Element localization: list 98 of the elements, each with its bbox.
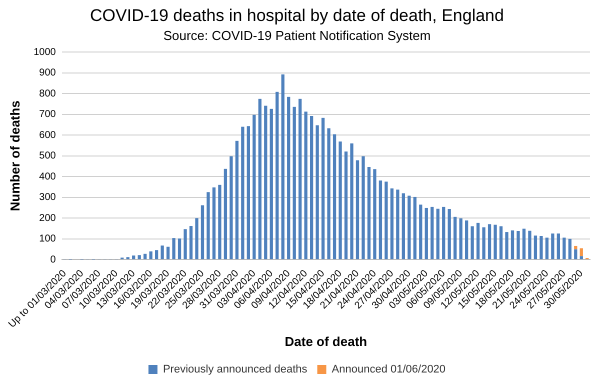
bar: [413, 196, 416, 260]
bar: [270, 108, 273, 260]
y-tick-label: 300: [39, 192, 56, 204]
bar: [408, 196, 411, 260]
bar: [499, 226, 503, 260]
y-axis-title: Number of deaths: [7, 100, 22, 212]
bar: [522, 228, 526, 260]
bar: [540, 236, 543, 260]
bar: [166, 246, 170, 260]
bar: [516, 231, 520, 260]
bar: [350, 143, 354, 260]
bar: [562, 238, 566, 260]
bar: [545, 238, 549, 260]
chart-subtitle: Source: COVID-19 Patient Notification System: [163, 28, 431, 43]
bar: [356, 160, 360, 260]
bar: [172, 238, 176, 260]
bar: [316, 125, 319, 260]
bar: [235, 140, 239, 260]
bar: [189, 226, 193, 260]
bar: [298, 98, 302, 260]
bar: [482, 227, 486, 260]
bar: [292, 106, 296, 260]
bar: [200, 205, 204, 260]
bar: [246, 126, 250, 260]
bar: [160, 246, 164, 260]
y-tick-label: 700: [39, 109, 56, 120]
chart-title: COVID-19 deaths in hospital by date of death, England: [90, 6, 504, 25]
legend-label: Previously announced deaths: [162, 364, 308, 376]
bar: [373, 169, 376, 260]
bar: [184, 229, 187, 260]
bar: [138, 255, 141, 260]
y-tick-label: 900: [39, 68, 56, 79]
bar: [476, 222, 480, 260]
bar: [464, 220, 468, 260]
bar: [488, 224, 492, 260]
bar: [264, 106, 268, 260]
bar: [574, 249, 578, 260]
bar: [327, 128, 330, 260]
legend-label: Announced 01/06/2020: [332, 364, 446, 376]
bar: [144, 254, 147, 260]
x-axis-title: Date of death: [284, 334, 368, 349]
bar: [132, 256, 136, 260]
bar: [149, 251, 152, 260]
y-tick-label: 400: [39, 171, 56, 182]
bar: [470, 226, 474, 260]
bar: [224, 168, 228, 260]
bar: [448, 208, 451, 260]
bar: [580, 248, 583, 256]
y-tick-label: 800: [39, 88, 56, 100]
bar: [304, 112, 308, 260]
bar: [212, 187, 216, 260]
bar: [551, 233, 554, 260]
bar: [287, 96, 290, 260]
bar: [402, 193, 406, 260]
bar: [230, 156, 233, 260]
bar: [362, 156, 365, 260]
bar: [459, 218, 462, 260]
y-tick-label: 600: [39, 130, 56, 141]
bar: [195, 218, 198, 260]
bar: [241, 126, 244, 260]
bar: [310, 116, 314, 260]
bar: [568, 238, 572, 260]
bar: [367, 167, 371, 260]
bar: [436, 208, 440, 260]
bar: [252, 114, 256, 260]
y-tick-label: 100: [39, 234, 56, 245]
y-tick-label: 0: [50, 254, 56, 266]
bar: [510, 230, 514, 260]
bar: [276, 92, 279, 260]
bar: [424, 208, 428, 260]
bar: [556, 233, 560, 260]
bar: [534, 236, 538, 260]
bar: [528, 230, 532, 260]
bar: [378, 180, 382, 260]
bar: [442, 206, 446, 260]
bar: [419, 204, 422, 260]
bar: [580, 256, 583, 260]
bar: [281, 74, 284, 260]
bar: [384, 182, 388, 260]
bar: [390, 188, 394, 260]
bar: [218, 184, 222, 260]
bar: [338, 142, 342, 260]
bar: [344, 151, 348, 260]
bar: [321, 118, 325, 260]
bar: [494, 224, 497, 260]
y-tick-label: 200: [39, 212, 56, 224]
bar: [206, 192, 210, 260]
bar: [258, 98, 262, 260]
bar: [154, 250, 158, 260]
bar: [430, 206, 434, 260]
y-tick-label: 1000: [34, 46, 56, 58]
bar: [454, 216, 457, 260]
bar: [332, 134, 336, 260]
bar: [396, 190, 400, 260]
bar: [178, 238, 182, 260]
y-tick-label: 500: [39, 150, 56, 162]
bar: [574, 246, 578, 250]
bar: [505, 232, 508, 260]
